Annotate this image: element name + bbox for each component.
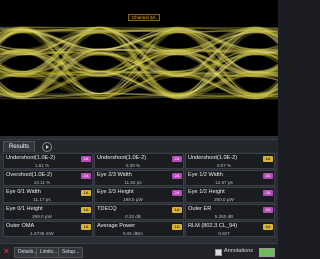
source-badge: 2A xyxy=(81,173,91,179)
result-value: 1.6736 mW xyxy=(6,231,78,236)
result-value: 0.39 % xyxy=(97,163,169,168)
source-badge: 2A xyxy=(172,190,182,196)
result-label: Outer ER xyxy=(188,206,211,212)
result-value: 5.91 dBm xyxy=(97,231,169,236)
result-label: Eye 0/1 Width xyxy=(6,189,41,195)
result-value: 11.82 ps xyxy=(97,180,169,185)
results-tab[interactable]: Results xyxy=(3,141,35,152)
result-value: 289.0 µW xyxy=(6,214,78,219)
tab-bar: Results xyxy=(0,139,278,152)
source-badge: 2A xyxy=(81,156,91,162)
result-value: 0.32 dB xyxy=(97,214,169,219)
footer-button[interactable]: Setup... xyxy=(58,247,83,258)
source-badge: 2A xyxy=(172,156,182,162)
result-value: 12.67 ps xyxy=(188,180,260,185)
source-badge: 2A xyxy=(263,173,273,179)
result-label: Eye 2/3 Width xyxy=(97,172,132,178)
source-badge: 1A xyxy=(172,207,182,213)
source-badge: 2A xyxy=(263,207,273,213)
result-value: 1.61 % xyxy=(6,163,78,168)
result-label: Average Power xyxy=(97,223,135,229)
result-label: Eye 1/2 Height xyxy=(188,189,225,195)
result-label: TDECQ xyxy=(97,206,117,212)
status-indicator xyxy=(259,248,275,257)
result-value: 11.17 ps xyxy=(6,197,78,202)
result-cell[interactable]: Undershoot(1.0E-2) 1.61 %2A xyxy=(3,153,93,169)
result-value: 198.5 µW xyxy=(97,197,169,202)
result-value: 260.0 µW xyxy=(188,197,260,202)
result-value: 5.260 dB xyxy=(188,214,260,219)
source-badge: 1A xyxy=(81,190,91,196)
result-value: 0.07 % xyxy=(188,163,260,168)
result-label: Undershoot(1.0E-2) xyxy=(97,155,146,161)
footer-bar: ✕ Annotations Details...Limits...Setup..… xyxy=(0,243,278,259)
result-value: 0.927 xyxy=(188,231,260,236)
result-label: Undershoot(1.0E-2) xyxy=(6,155,55,161)
result-label: Overshoot(1.0E-2) xyxy=(6,172,52,178)
result-label: Eye 0/1 Height xyxy=(6,206,43,212)
result-cell[interactable]: Undershoot(1.0E-2) 0.39 %2A xyxy=(94,153,184,169)
source-badge: 1A xyxy=(263,224,273,230)
result-label: Outer OMA xyxy=(6,223,34,229)
result-label: Undershoot(1.0E-2) xyxy=(188,155,237,161)
source-badge: 2A xyxy=(263,190,273,196)
close-icon[interactable]: ✕ xyxy=(3,247,11,256)
source-badge: 1A xyxy=(81,207,91,213)
scope-window: Channel 3A Results Undershoot(1.0E-2) 1.6… xyxy=(0,0,278,259)
source-badge: 1A xyxy=(172,224,182,230)
source-badge: 1A xyxy=(263,156,273,162)
result-label: RLM (802.3 CL_94) xyxy=(188,223,237,229)
annotations-label: Annotations xyxy=(224,248,253,254)
result-cell[interactable]: Overshoot(1.0E-2) 13.11 %2A xyxy=(3,170,93,186)
source-badge: 1A xyxy=(81,224,91,230)
annotations-checkbox[interactable] xyxy=(215,249,222,256)
result-value: 13.11 % xyxy=(6,180,78,185)
results-grid: Undershoot(1.0E-2)1.61 %2AUndershoot(1.0… xyxy=(3,153,275,237)
play-button[interactable] xyxy=(42,142,52,152)
channel-label: Channel 3A xyxy=(128,14,160,21)
source-badge: 2A xyxy=(172,173,182,179)
result-cell[interactable]: Undershoot(1.0E-2) 0.07 %1A xyxy=(185,153,275,169)
result-label: Eye 1/2 Width xyxy=(188,172,223,178)
result-label: Eye 2/3 Height xyxy=(97,189,134,195)
